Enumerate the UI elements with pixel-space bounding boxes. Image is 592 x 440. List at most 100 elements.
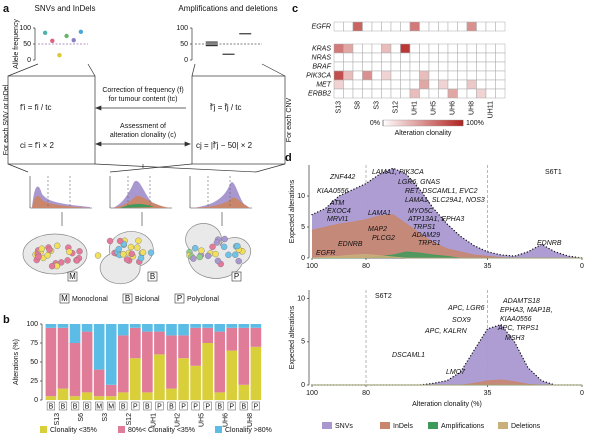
cell bbox=[54, 242, 61, 249]
heat-cell bbox=[438, 79, 449, 90]
gene-annotation: MYO5C bbox=[408, 208, 434, 215]
legend-label: Clonality <35% bbox=[50, 427, 97, 434]
cell bbox=[73, 257, 81, 264]
bar-label-box bbox=[215, 401, 224, 411]
colorbar-tick-label: 0% bbox=[370, 120, 380, 127]
gene-annotation: ADAM29 bbox=[411, 232, 440, 239]
point bbox=[50, 38, 55, 43]
bar-segment bbox=[142, 331, 153, 393]
heat-cell bbox=[409, 70, 420, 81]
y-tick-label: 0 bbox=[301, 382, 305, 389]
bar-segment bbox=[129, 327, 141, 359]
y-axis-label: Allele frequency bbox=[13, 19, 20, 69]
bar-label: P bbox=[157, 403, 162, 410]
bar-segment bbox=[226, 327, 238, 351]
cell bbox=[204, 252, 212, 260]
gene-annotation: DSCAML1 bbox=[392, 352, 425, 359]
heat-cell bbox=[495, 21, 506, 32]
gene-annotation: EDNRB bbox=[537, 240, 562, 247]
bar-label: B bbox=[85, 403, 90, 410]
cell bbox=[190, 255, 197, 262]
x-tick-label: 80 bbox=[362, 390, 370, 397]
step-text: Assessment of bbox=[120, 123, 166, 130]
bar-label: P bbox=[193, 403, 198, 410]
gene-annotation: EPHA3, MAP1B, bbox=[500, 307, 553, 314]
gene-annotation: ADAMTS18 bbox=[502, 298, 540, 305]
gene-annotation: APC, KALRN bbox=[424, 328, 468, 335]
x-tick-label: 0 bbox=[580, 390, 584, 397]
heat-cell bbox=[390, 70, 401, 81]
heat-cell bbox=[409, 21, 420, 32]
step-text: for tumour content (tc) bbox=[109, 96, 178, 103]
heat-cell bbox=[333, 21, 344, 32]
legend-key: M bbox=[61, 294, 68, 303]
bar-label-box bbox=[239, 401, 248, 411]
heat-cell bbox=[495, 79, 506, 90]
legend-swatch bbox=[215, 426, 222, 433]
gene-annotation: EDNRB bbox=[338, 241, 363, 248]
bar-label-box bbox=[227, 401, 236, 411]
heat-cell bbox=[352, 88, 363, 99]
gene-annotation: MRVI1 bbox=[327, 216, 348, 223]
bar-segment bbox=[214, 331, 226, 393]
bar-segment bbox=[117, 335, 129, 393]
heat-cell bbox=[428, 70, 439, 81]
heat-cell bbox=[362, 88, 373, 99]
row-label: EGFR bbox=[312, 23, 331, 30]
x-tick-label: 0 bbox=[580, 263, 584, 270]
bar-segment bbox=[117, 324, 129, 336]
bar-segment bbox=[190, 327, 201, 366]
bar-label: P bbox=[181, 403, 186, 410]
heat-cell bbox=[476, 70, 487, 81]
heat-cell bbox=[400, 21, 411, 32]
bar-segment bbox=[57, 327, 69, 389]
column-label: UH5 bbox=[431, 101, 438, 115]
bar-segment bbox=[129, 324, 141, 328]
gene-annotation: EXOC4 bbox=[327, 208, 351, 215]
heat-cell bbox=[362, 61, 373, 72]
panel-title: SNVs and InDels bbox=[35, 4, 96, 13]
x-tick-label: UH2 bbox=[174, 413, 181, 427]
gene-annotation: PLCG2 bbox=[372, 235, 395, 242]
bar-segment bbox=[93, 369, 105, 397]
clone-letter-boxes bbox=[59, 271, 242, 304]
sample-label: S6T1 bbox=[545, 169, 562, 176]
bar-segment bbox=[142, 392, 153, 400]
heat-cell bbox=[409, 61, 420, 72]
cell bbox=[35, 253, 42, 261]
heat-cell bbox=[381, 52, 392, 63]
heat-cell bbox=[400, 79, 411, 90]
bar-label: M bbox=[96, 403, 102, 410]
column-label: UH8 bbox=[469, 101, 476, 115]
formula: f̄′j = f̄j / tc bbox=[209, 103, 241, 112]
heat-cell bbox=[438, 70, 449, 81]
gene-annotation: ZNF442 bbox=[329, 174, 355, 181]
x-tick-label: S3 bbox=[102, 413, 109, 422]
heat-cell bbox=[495, 70, 506, 81]
bar-label-box bbox=[46, 401, 56, 411]
colorbar-tick-label: 100% bbox=[466, 120, 484, 127]
legend-key: B bbox=[125, 294, 130, 303]
x-tick-label: UH1 bbox=[150, 413, 157, 427]
y-axis-label: Expected alterations bbox=[289, 305, 296, 369]
heat-cell bbox=[457, 52, 468, 63]
bar-segment bbox=[154, 331, 165, 355]
heat-cell bbox=[476, 79, 487, 90]
bar-label-box bbox=[107, 401, 116, 411]
y-tick-label: 50 bbox=[23, 41, 31, 48]
bar-label-box bbox=[131, 401, 140, 411]
bar-label-box bbox=[155, 401, 164, 411]
heat-cell bbox=[428, 79, 439, 90]
cell bbox=[116, 237, 124, 245]
gene-annotation: MAP2 bbox=[368, 226, 387, 233]
bar-segment bbox=[154, 354, 165, 400]
bar-label: P bbox=[254, 403, 259, 410]
row-label: PIK3CA bbox=[306, 72, 331, 79]
heat-cell bbox=[381, 61, 392, 72]
heat-cell bbox=[476, 88, 487, 99]
clone-letter: M bbox=[69, 272, 76, 281]
heat-cell bbox=[381, 21, 392, 32]
cell bbox=[128, 250, 136, 258]
cell bbox=[134, 244, 141, 251]
heat-cell bbox=[390, 61, 401, 72]
